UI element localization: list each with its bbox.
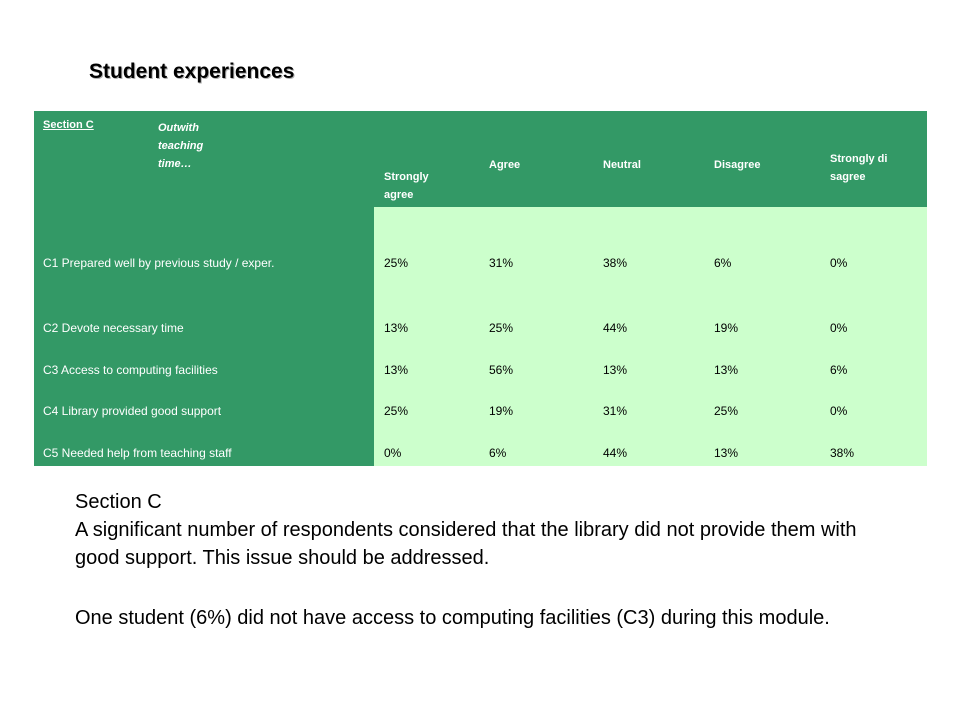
col-header-strongly-disagree: Strongly disagree [830, 153, 888, 183]
table-cell: 44% [603, 321, 628, 335]
col-header-agree: Agree [489, 159, 521, 171]
table-cell: 6% [714, 256, 732, 270]
row-label-c4: C4 Library provided good support [43, 404, 222, 418]
table-cell: 13% [384, 363, 409, 377]
row-label-c1: C1 Prepared well by previous study / exp… [43, 256, 275, 270]
commentary-paragraph-2: One student (6%) did not have access to … [75, 607, 830, 629]
row-label-c2: C2 Devote necessary time [43, 321, 184, 335]
col-header-disagree: Disagree [714, 159, 761, 171]
table-cell: 0% [830, 321, 848, 335]
survey-table: Section C Outwith teaching time… Strongl… [34, 111, 927, 466]
table-cell: 25% [384, 256, 409, 270]
commentary-heading: Section C [75, 491, 162, 513]
table-cell: 31% [489, 256, 514, 270]
row-label-c5: C5 Needed help from teaching staff [43, 446, 232, 460]
table-cell: 0% [384, 446, 402, 460]
table-cell: 19% [489, 404, 514, 418]
section-label: Section C [43, 119, 94, 131]
table-cell: 56% [489, 363, 514, 377]
table-cell: 13% [714, 363, 739, 377]
col-header-neutral: Neutral [603, 159, 641, 171]
table-cell: 13% [603, 363, 628, 377]
table-cell: 25% [714, 404, 739, 418]
table-cell: 6% [489, 446, 507, 460]
section-description: Outwith teaching time… [158, 119, 220, 173]
table-cell: 13% [384, 321, 409, 335]
table-cell: 0% [830, 256, 848, 270]
table-cell: 6% [830, 363, 848, 377]
table-cell: 25% [489, 321, 514, 335]
table-cell: 0% [830, 404, 848, 418]
commentary-paragraph-1: A significant number of respondents cons… [75, 519, 857, 569]
table-cell: 13% [714, 446, 739, 460]
table-cell: 31% [603, 404, 628, 418]
table-values-area [374, 207, 927, 466]
table-cell: 25% [384, 404, 409, 418]
section-description-text: Outwith teaching time… [158, 122, 204, 170]
col-header-strongly-agree: Strongly agree [384, 171, 429, 201]
table-cell: 38% [603, 256, 628, 270]
page-title: Student experiences [89, 60, 295, 83]
row-label-c3: C3 Access to computing facilities [43, 363, 218, 377]
table-cell: 44% [603, 446, 628, 460]
table-cell: 38% [830, 446, 855, 460]
table-cell: 19% [714, 321, 739, 335]
